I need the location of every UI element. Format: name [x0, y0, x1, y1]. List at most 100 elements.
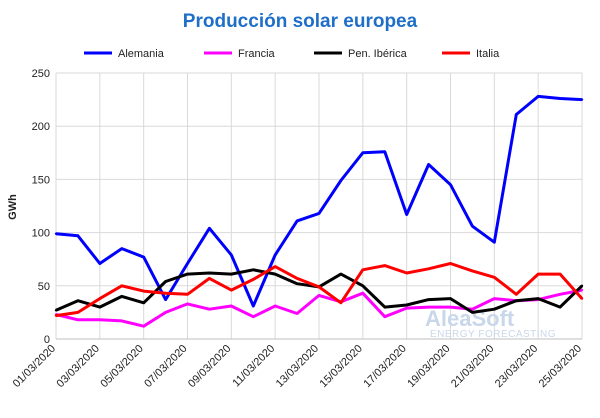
x-tick-label: 07/03/2020: [142, 343, 189, 390]
y-tick-label: 150: [32, 174, 50, 186]
x-tick-label: 13/03/2020: [274, 343, 321, 390]
data-point: [76, 318, 80, 322]
data-point: [558, 305, 562, 309]
data-point: [558, 293, 562, 296]
data-point: [230, 253, 233, 257]
series-lines: [54, 94, 584, 328]
data-point: [98, 318, 102, 322]
data-point: [252, 304, 255, 308]
data-point: [361, 151, 365, 154]
data-point: [208, 308, 211, 311]
x-tick-label: 01/03/2020: [11, 343, 58, 390]
data-point: [208, 271, 211, 275]
data-point: [427, 267, 430, 270]
y-tick-label: 250: [32, 68, 50, 80]
data-point: [98, 262, 102, 265]
data-point: [580, 288, 584, 292]
data-point: [295, 282, 299, 285]
data-point: [449, 183, 452, 186]
data-point: [208, 277, 211, 280]
data-point: [558, 272, 562, 276]
data-point: [339, 179, 343, 182]
data-point: [273, 304, 277, 308]
data-point: [230, 304, 233, 308]
legend-label: Alemania: [118, 48, 165, 60]
data-point: [558, 97, 562, 100]
data-point: [230, 272, 233, 276]
data-point: [449, 297, 452, 300]
data-point: [295, 219, 299, 223]
x-tick-label: 05/03/2020: [98, 343, 145, 390]
data-point: [405, 306, 408, 310]
data-point: [54, 232, 58, 235]
data-point: [76, 299, 80, 302]
chart-title: Producción solar europea: [183, 11, 418, 32]
data-point: [317, 212, 321, 215]
data-point: [361, 284, 365, 287]
data-point: [361, 268, 365, 272]
x-tick-label: 11/03/2020: [230, 343, 277, 390]
data-point: [339, 272, 343, 276]
data-point: [427, 163, 430, 166]
data-point: [580, 98, 584, 101]
data-point: [186, 302, 189, 306]
data-point: [230, 288, 233, 292]
data-point: [273, 265, 277, 268]
data-point: [427, 298, 430, 301]
data-point: [164, 298, 167, 301]
data-point: [273, 272, 277, 276]
data-point: [120, 319, 123, 323]
legend-label: Italia: [476, 48, 500, 60]
legend-label: Pen. Ibérica: [348, 48, 408, 60]
data-point: [383, 305, 386, 309]
data-point: [186, 293, 189, 296]
data-point: [164, 311, 167, 314]
x-tick-label: 21/03/2020: [449, 343, 496, 390]
data-point: [449, 305, 452, 309]
data-point: [580, 297, 584, 300]
data-point: [471, 308, 474, 311]
data-point: [252, 268, 255, 272]
data-point: [536, 297, 540, 300]
data-point: [142, 255, 145, 259]
data-point: [142, 301, 145, 305]
data-point: [252, 315, 255, 318]
data-point: [273, 253, 277, 257]
data-point: [186, 272, 189, 276]
watermark-tagline: ENERGY FORECASTING: [430, 329, 556, 340]
data-point: [515, 293, 518, 296]
data-point: [449, 262, 452, 265]
x-tick-label: 15/03/2020: [318, 343, 365, 390]
data-point: [142, 325, 145, 328]
data-point: [54, 309, 58, 312]
x-tick-label: 25/03/2020: [537, 343, 584, 390]
x-tick-label: 09/03/2020: [186, 343, 233, 390]
data-point: [493, 240, 496, 244]
data-point: [164, 280, 167, 283]
data-point: [471, 225, 474, 228]
data-point: [580, 284, 584, 287]
data-point: [317, 285, 321, 289]
data-point: [120, 247, 123, 250]
data-point: [493, 297, 496, 300]
data-point: [536, 272, 540, 276]
data-point: [54, 314, 58, 317]
data-point: [361, 292, 365, 295]
data-point: [383, 150, 386, 153]
data-point: [317, 294, 321, 297]
data-point: [536, 95, 540, 98]
data-point: [295, 312, 299, 315]
data-point: [295, 277, 299, 280]
x-tick-label: 23/03/2020: [493, 343, 540, 390]
data-point: [252, 278, 255, 281]
data-point: [120, 295, 123, 298]
data-point: [76, 234, 80, 237]
data-point: [471, 311, 474, 314]
y-tick-label: 100: [32, 228, 50, 240]
y-tick-label: 0: [44, 334, 50, 346]
data-point: [427, 305, 430, 309]
data-point: [515, 113, 518, 116]
x-tick-label: 03/03/2020: [55, 343, 102, 390]
gridlines: [55, 72, 583, 339]
